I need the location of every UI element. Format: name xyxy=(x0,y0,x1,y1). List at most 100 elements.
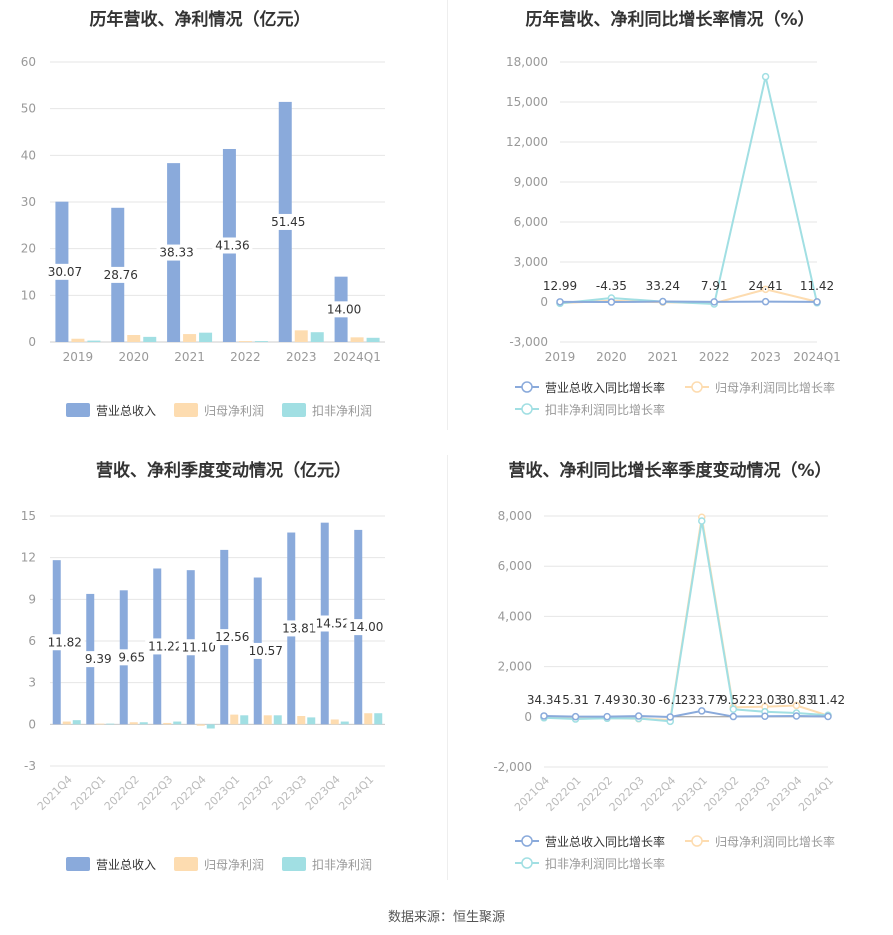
data-label: 7.49 xyxy=(594,693,621,707)
data-label-bg xyxy=(245,642,286,659)
bar-deducted-profit xyxy=(340,721,349,725)
legend-label: 扣非净利润 xyxy=(312,858,372,872)
bar-net-profit xyxy=(163,722,172,725)
y-tick-label: 4,000 xyxy=(498,609,532,623)
y-tick-label: 3,000 xyxy=(514,255,548,269)
x-tick-label: 2019 xyxy=(545,350,576,364)
data-point xyxy=(792,701,801,710)
data-label: 12.99 xyxy=(543,279,577,293)
data-source-note: 数据来源：恒生聚源 xyxy=(387,910,505,925)
y-tick-label: -2,000 xyxy=(493,760,532,774)
data-point xyxy=(813,298,821,306)
chart-title: 历年营收、净利同比增长率情况（%） xyxy=(525,10,815,30)
data-point xyxy=(698,707,706,715)
bar-net-profit xyxy=(230,714,239,725)
y-tick-label: 30 xyxy=(21,195,36,209)
data-label: 13.81 xyxy=(282,621,316,635)
data-point xyxy=(761,712,769,720)
y-tick-label: 6 xyxy=(28,634,36,648)
data-label: 24.41 xyxy=(748,279,782,293)
bar-deducted-profit xyxy=(143,336,157,342)
bar-deducted-profit xyxy=(106,723,115,725)
data-point xyxy=(761,72,770,81)
bar-net-profit xyxy=(364,713,373,725)
bar-deducted-profit xyxy=(206,724,215,729)
data-point xyxy=(729,705,738,714)
legend-label: 营业总收入同比增长率 xyxy=(545,834,665,849)
y-tick-label: 3 xyxy=(28,676,36,690)
legend-label: 扣非净利润同比增长率 xyxy=(545,402,665,417)
data-label: 30.83 xyxy=(779,693,813,707)
bar-net-profit xyxy=(71,338,85,342)
data-label-bg xyxy=(212,237,253,254)
data-label: 12.56 xyxy=(215,630,249,644)
data-label-bg xyxy=(44,263,85,280)
data-label: 11.22 xyxy=(148,639,182,653)
bar-deducted-profit xyxy=(310,332,324,342)
bar-net-profit xyxy=(196,724,205,726)
bar-deducted-profit xyxy=(173,721,182,725)
data-label: 14.52 xyxy=(316,617,350,631)
data-label-bg xyxy=(115,649,149,666)
data-label: -4.35 xyxy=(596,279,627,293)
legend-swatch xyxy=(521,835,533,847)
legend-label: 营业总收入同比增长率 xyxy=(545,380,665,395)
y-tick-label: 6,000 xyxy=(498,559,532,573)
y-tick-label: 50 xyxy=(21,102,36,116)
y-tick-label: 18,000 xyxy=(506,55,548,69)
bar-net-profit xyxy=(129,722,138,725)
data-point xyxy=(571,712,580,721)
x-tick-label: 2024Q1 xyxy=(793,350,841,364)
bar-net-profit xyxy=(238,341,252,342)
y-tick-label: 20 xyxy=(21,242,36,256)
data-label: 11.42 xyxy=(800,279,834,293)
data-label-bg xyxy=(81,651,115,668)
data-label: 28.76 xyxy=(104,268,138,282)
data-point xyxy=(824,712,832,721)
legend-label: 归母净利润同比增长率 xyxy=(715,380,835,395)
data-label: 9.65 xyxy=(118,650,145,664)
legend-swatch xyxy=(174,403,198,417)
legend-swatch xyxy=(521,381,533,393)
chart-title: 营收、净利季度变动情况（亿元） xyxy=(96,461,351,481)
panel-divider xyxy=(447,0,448,430)
data-label-bg xyxy=(312,615,353,632)
data-label: 41.36 xyxy=(215,238,249,252)
bar-deducted-profit xyxy=(240,715,249,725)
bar-deducted-profit xyxy=(307,717,316,725)
x-tick-label: 2019 xyxy=(63,350,94,364)
bar-deducted-profit xyxy=(199,332,213,342)
data-label-bg xyxy=(145,638,186,655)
data-label: 23.03 xyxy=(748,693,782,707)
data-label: 7.91 xyxy=(701,279,728,293)
y-tick-label: 10 xyxy=(21,288,36,302)
x-tick-label: 2022 xyxy=(230,350,261,364)
data-label: 11.10 xyxy=(182,640,216,654)
bar-net-profit xyxy=(183,334,197,342)
y-tick-label: -3 xyxy=(24,759,36,773)
series-line-deducted-profit xyxy=(543,520,829,723)
data-label: 34.34 xyxy=(527,693,561,707)
x-tick-label: 2020 xyxy=(118,350,149,364)
data-point xyxy=(729,712,738,721)
legend-label: 扣非净利润 xyxy=(312,404,372,418)
bar-net-profit xyxy=(96,723,105,725)
bar-deducted-profit xyxy=(72,720,81,725)
data-point xyxy=(761,297,770,306)
data-label-bg xyxy=(324,301,365,318)
x-tick-label: 2022 xyxy=(699,350,730,364)
chart-title: 历年营收、净利情况（亿元） xyxy=(89,10,311,30)
data-label-bg xyxy=(212,629,253,646)
data-label-bg xyxy=(178,639,219,656)
legend-swatch xyxy=(521,857,533,869)
data-label-bg xyxy=(156,244,197,261)
data-label-bg xyxy=(44,634,85,651)
y-tick-label: 6,000 xyxy=(514,215,548,229)
series-line-revenue xyxy=(543,709,829,718)
x-tick-label: 2024Q1 xyxy=(333,350,381,364)
legend-label: 扣非净利润同比增长率 xyxy=(545,856,665,871)
data-label-bg xyxy=(268,213,309,230)
legend-swatch xyxy=(691,835,703,847)
data-point xyxy=(698,517,706,525)
